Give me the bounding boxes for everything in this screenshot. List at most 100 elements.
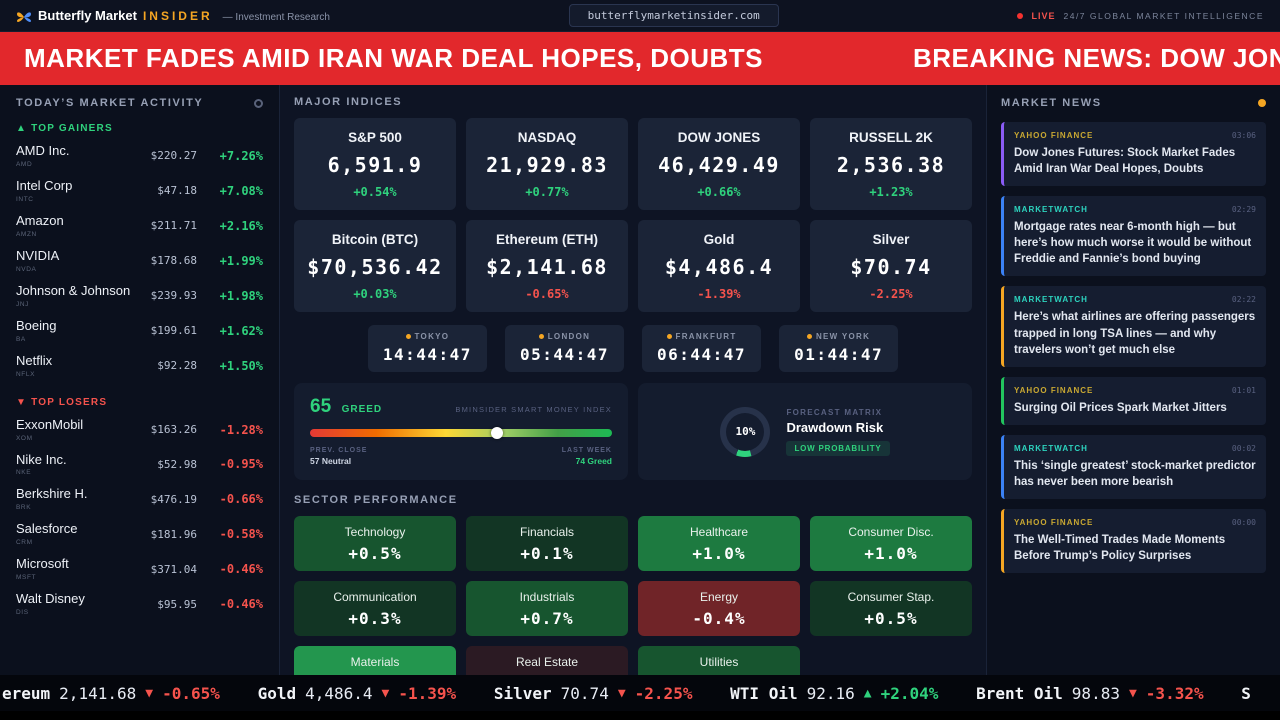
ticker-symbol: Brent Oil — [976, 683, 1063, 703]
ticker-direction-icon: ▼ — [381, 685, 390, 701]
ticker-direction-icon: ▼ — [617, 685, 626, 701]
stock-name: Microsoft — [16, 556, 69, 572]
ticker-item: S — [1241, 684, 1278, 703]
site-domain: butterflymarketinsider.com — [568, 4, 779, 27]
news-item[interactable]: MARKETWATCH 00:02 This ‘single greatest’… — [1001, 434, 1266, 500]
stock-ticker: AMD — [16, 160, 33, 168]
stock-row[interactable]: Nike Inc. NKE $52.98 -0.95% — [16, 447, 263, 482]
down-arrow-icon: ▼ — [16, 396, 28, 408]
stock-row[interactable]: Microsoft MSFT $371.04 -0.46% — [16, 551, 263, 586]
ticker-change: -0.65% — [162, 683, 220, 703]
sector-name: Healthcare — [689, 525, 749, 539]
stock-price: $47.18 — [157, 184, 197, 198]
sector-name: Consumer Stap. — [847, 590, 935, 604]
stock-row[interactable]: Amazon AMZN $211.71 +2.16% — [16, 208, 263, 243]
news-source: MARKETWATCH — [1014, 295, 1088, 305]
sector-name: Technology — [344, 525, 406, 539]
drawdown-risk-percent: 10% — [726, 412, 765, 451]
news-item[interactable]: MARKETWATCH 02:22 Here’s what airlines a… — [1001, 286, 1266, 367]
news-item[interactable]: MARKETWATCH 02:29 Mortgage rates near 6-… — [1001, 196, 1266, 277]
stock-name: Intel Corp — [16, 177, 73, 193]
stock-row[interactable]: Salesforce CRM $181.96 -0.58% — [16, 516, 263, 551]
stock-row[interactable]: Intel Corp INTC $47.18 +7.08% — [16, 173, 263, 208]
index-card: NASDAQ 21,929.83 +0.77% — [466, 118, 628, 210]
stock-row[interactable]: Berkshire H. BRK $476.19 -0.66% — [16, 481, 263, 516]
ticker-item: WTI Oil 92.16 ▲ +2.04% — [730, 684, 938, 703]
ticker-direction-icon: ▼ — [145, 685, 154, 701]
stock-row[interactable]: NVIDIA NVDA $178.68 +1.99% — [16, 243, 263, 278]
news-time: 03:06 — [1231, 131, 1256, 140]
news-item[interactable]: YAHOO FINANCE 01:01 Surging Oil Prices S… — [1001, 376, 1266, 425]
stock-ticker: BA — [16, 335, 26, 343]
prev-close-label: PREV. CLOSE — [310, 447, 368, 454]
last-week-label: LAST WEEK — [561, 447, 612, 454]
commodity-change: +0.03% — [353, 287, 397, 301]
stock-price: $239.93 — [150, 289, 197, 303]
clock-city-row: TOKYO — [383, 332, 472, 341]
commodity-name: Ethereum (ETH) — [495, 232, 598, 247]
ticker-symbol: ereum — [2, 683, 51, 703]
commodity-value: $70.74 — [850, 255, 932, 279]
news-source: MARKETWATCH — [1014, 205, 1088, 215]
sector-name: Utilities — [699, 655, 739, 669]
index-value: 46,429.49 — [658, 153, 780, 177]
news-time: 02:29 — [1231, 205, 1256, 215]
sector-tile: Consumer Stap. +0.5% — [810, 581, 972, 636]
stock-row[interactable]: Walt Disney DIS $95.95 -0.46% — [16, 586, 263, 621]
stock-price: $220.27 — [150, 149, 197, 163]
stock-price: $95.95 — [157, 597, 197, 611]
top-bar: Butterfly Market INSIDER — Investment Re… — [0, 0, 1280, 32]
drawdown-risk-ring: 10% — [720, 406, 771, 457]
commodity-card: Silver $70.74 -2.25% — [810, 220, 972, 312]
stock-change: +1.99% — [219, 253, 263, 268]
news-headline: Mortgage rates near 6-month high — but h… — [1014, 221, 1252, 266]
commodity-value: $70,536.42 — [307, 255, 443, 279]
stock-ticker: JNJ — [16, 300, 29, 308]
stock-row[interactable]: Johnson & Johnson JNJ $239.93 +1.98% — [16, 278, 263, 313]
news-item[interactable]: YAHOO FINANCE 03:06 Dow Jones Futures: S… — [1001, 122, 1266, 187]
commodity-value: $4,486.4 — [664, 255, 774, 279]
clock-city-row: LONDON — [520, 332, 609, 341]
news-item[interactable]: YAHOO FINANCE 00:00 The Well-Timed Trade… — [1001, 509, 1266, 574]
stock-row[interactable]: ExxonMobil XOM $163.26 -1.28% — [16, 412, 263, 447]
ticker-value: 70.74 — [560, 683, 609, 703]
ticker-symbol: WTI Oil — [730, 683, 798, 703]
stock-row[interactable]: Boeing BA $199.61 +1.62% — [16, 313, 263, 348]
stock-price: $199.61 — [150, 324, 197, 338]
stock-name: Boeing — [16, 317, 57, 333]
ticker-change: -2.25% — [634, 683, 693, 703]
stock-name: Walt Disney — [16, 591, 85, 607]
banner-headline: MARKET FADES AMID IRAN WAR DEAL HOPES, D… — [24, 43, 763, 73]
stock-ticker: BRK — [16, 504, 32, 512]
stock-ticker: DIS — [16, 609, 29, 617]
sector-change: +0.1% — [520, 544, 574, 563]
brand-tagline: — Investment Research — [222, 12, 330, 23]
top-gainers-label: TOP GAINERS — [31, 123, 113, 134]
stock-row[interactable]: AMD Inc. AMD $220.27 +7.26% — [16, 138, 263, 173]
commodity-value: $2,141.68 — [486, 255, 608, 279]
stock-row[interactable]: Netflix NFLX $92.28 +1.50% — [16, 348, 263, 383]
clock-city: NEW YORK — [815, 332, 871, 341]
sector-name: Real Estate — [515, 655, 579, 669]
sector-name: Consumer Disc. — [848, 525, 934, 539]
news-headline: Surging Oil Prices Spark Market Jitters — [1014, 401, 1227, 414]
index-change: +0.77% — [525, 185, 569, 199]
sector-change: +1.0% — [864, 544, 918, 563]
ticker-item: Brent Oil 98.83 ▼ -3.32% — [976, 684, 1204, 703]
stock-ticker: NVDA — [16, 265, 37, 273]
sector-tile: Healthcare +1.0% — [638, 516, 800, 571]
news-source: YAHOO FINANCE — [1014, 131, 1094, 140]
news-source: YAHOO FINANCE — [1014, 385, 1094, 395]
sentiment-label: GREED — [341, 404, 383, 415]
forecast-subtitle: Drawdown Risk — [786, 419, 884, 435]
clock-time: 06:44:47 — [657, 345, 747, 364]
sector-change: -0.4% — [692, 609, 746, 628]
clock-city: LONDON — [547, 332, 591, 341]
sector-tile: Consumer Disc. +1.0% — [810, 516, 972, 571]
ticker-symbol: Gold — [257, 683, 297, 703]
sector-tile: Communication +0.3% — [294, 581, 456, 636]
stock-price: $371.04 — [150, 562, 197, 576]
sector-change: +0.7% — [520, 609, 574, 628]
stock-change: +7.26% — [219, 148, 263, 163]
sector-grid: Technology +0.5% Financials +0.1% Health… — [294, 516, 972, 675]
